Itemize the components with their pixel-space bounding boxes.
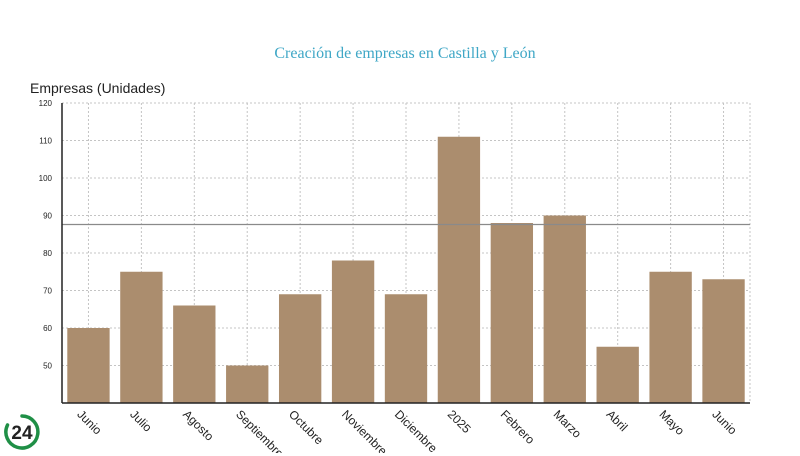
- bars: [67, 136, 745, 403]
- bar-mayo: [649, 271, 692, 403]
- x-tick-label: Junio: [709, 407, 739, 437]
- y-tick-label: 100: [39, 174, 53, 183]
- logo-text: 24: [11, 423, 33, 444]
- bar-febrero: [490, 223, 534, 403]
- bar-marzo: [543, 215, 586, 403]
- x-tick-label: Agosto: [180, 407, 217, 444]
- y-tick-label: 90: [43, 212, 52, 221]
- bar-octubre: [278, 294, 322, 403]
- bar-julio: [120, 271, 163, 403]
- bar-septiembre: [226, 365, 269, 403]
- bar-junio: [702, 279, 745, 403]
- y-tick-label: 120: [39, 99, 53, 108]
- bar-2025: [437, 136, 481, 403]
- y-tick-label: 50: [43, 362, 52, 371]
- bar-junio: [67, 328, 110, 403]
- y-tick-label: 70: [43, 287, 52, 296]
- y-axis-label: Empresas (Unidades): [30, 80, 166, 96]
- x-tick-label: Marzo: [551, 407, 585, 441]
- x-tick-label: Septiembre: [233, 407, 287, 453]
- bar-noviembre: [331, 260, 375, 403]
- x-tick-label: Febrero: [498, 407, 538, 447]
- x-tick-label: Octubre: [286, 407, 326, 447]
- x-tick-label: Julio: [127, 407, 155, 435]
- bar-abril: [596, 346, 639, 403]
- x-tick-label: Noviembre: [339, 407, 390, 453]
- chart-title: Creación de empresas en Castilla y León: [274, 45, 536, 62]
- y-tick-label: 80: [43, 249, 52, 258]
- logo-icon: 24: [4, 414, 40, 450]
- x-tick-label: Abril: [604, 407, 631, 434]
- x-tick-label: Diciembre: [392, 407, 440, 453]
- bar-diciembre: [384, 294, 428, 403]
- x-tick-label: Junio: [74, 407, 104, 437]
- bar-agosto: [173, 305, 216, 403]
- y-tick-label: 110: [39, 137, 52, 146]
- x-tick-labels: Junio Julio Agosto Septiembre Octubre Noviemb…: [74, 407, 739, 453]
- y-tick-label: 60: [43, 324, 52, 333]
- x-tick-label: 2025: [445, 407, 474, 436]
- logo-24-badge: 24: [3, 413, 41, 451]
- x-tick-label: Mayo: [656, 407, 687, 438]
- y-tick-labels: 50 60 70 80 90 100 110 120: [39, 99, 53, 371]
